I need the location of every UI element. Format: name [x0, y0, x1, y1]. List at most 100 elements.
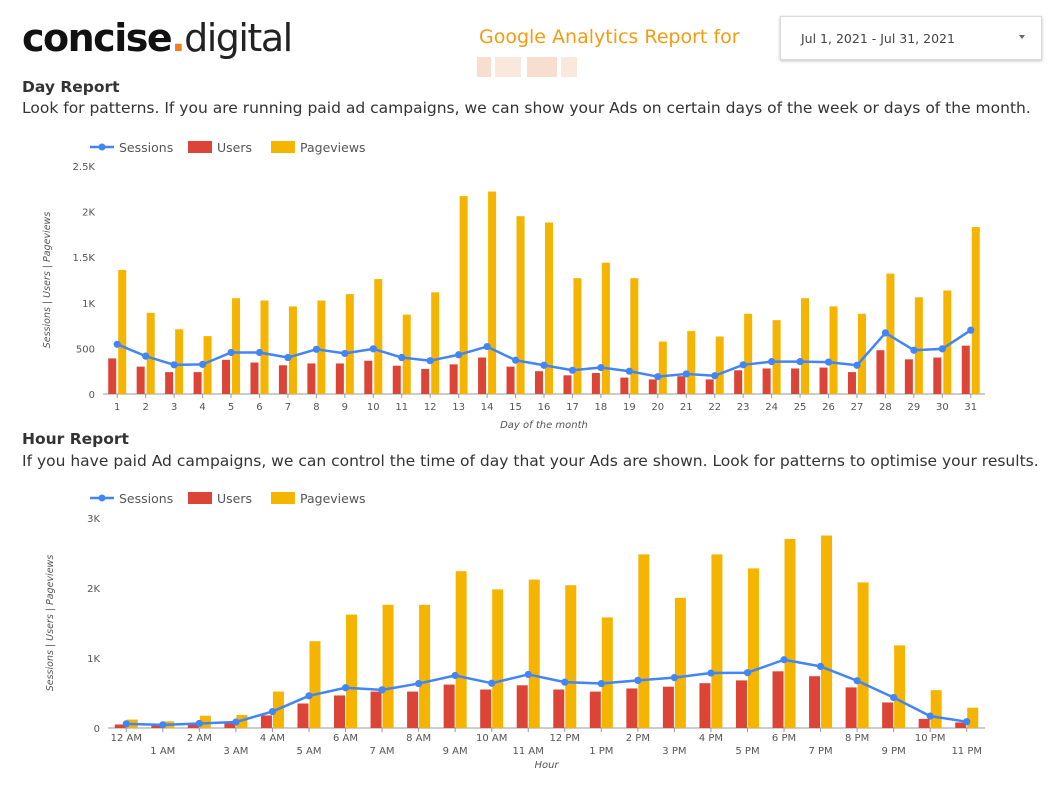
sessions-point-21 — [682, 370, 690, 378]
x-axis-label: Hour — [534, 760, 559, 771]
users-bar-9-am — [443, 684, 455, 728]
x-tick-label-3-am: 3 AM — [223, 746, 248, 757]
sessions-point-7-pm — [816, 662, 825, 670]
x-tick-label-7: 7 — [285, 402, 291, 413]
users-bar-9 — [335, 363, 344, 394]
sessions-point-10-am — [488, 679, 496, 687]
pageviews-bar-3 — [175, 329, 184, 394]
users-bar-4-am — [260, 715, 272, 728]
legend-pageviews-label: Pageviews — [300, 491, 366, 506]
x-tick-label-3-pm: 3 PM — [662, 746, 686, 757]
legend-users-label: Users — [217, 140, 252, 155]
users-bar-4-pm — [699, 683, 711, 728]
pageviews-bar-4 — [203, 336, 212, 394]
sessions-point-4-am — [268, 707, 277, 716]
users-bar-20 — [648, 379, 657, 394]
pageviews-bar-12-pm — [565, 585, 577, 728]
sessions-point-30 — [938, 345, 946, 353]
sessions-point-26 — [824, 358, 833, 366]
x-tick-label-8: 8 — [313, 402, 319, 413]
users-bar-13 — [449, 364, 458, 394]
sessions-point-27 — [853, 361, 861, 369]
x-tick-label-13: 13 — [452, 402, 465, 413]
dropdown-caret-icon — [1019, 35, 1025, 39]
users-bar-2-am — [187, 724, 199, 728]
logo-bold-text: concise — [22, 16, 173, 60]
x-tick-label-17: 17 — [566, 402, 579, 413]
y-tick-label: 1K — [82, 299, 95, 310]
users-bar-12-pm — [553, 689, 565, 728]
x-tick-label-12-pm: 12 PM — [549, 733, 580, 744]
users-bar-24 — [762, 368, 771, 394]
users-bar-9-pm — [882, 702, 894, 728]
users-bar-5-pm — [735, 680, 747, 728]
pageviews-bar-16 — [545, 222, 553, 394]
x-tick-label-5-pm: 5 PM — [735, 746, 759, 757]
users-bar-30 — [933, 357, 942, 394]
x-tick-label-28: 28 — [879, 402, 892, 413]
pageviews-bar-14 — [488, 191, 497, 394]
y-axis-label: Sessions | Users | Pageviews — [42, 212, 53, 349]
users-bar-7-am — [370, 691, 382, 728]
users-bar-16 — [535, 371, 543, 394]
x-tick-label-3: 3 — [171, 402, 177, 413]
pageviews-bar-8 — [317, 300, 326, 394]
sessions-point-8-am — [415, 679, 423, 688]
x-tick-label-19: 19 — [623, 402, 636, 413]
users-bar-6 — [250, 362, 259, 394]
legend-sessions-label: Sessions — [119, 491, 173, 506]
legend-sessions-marker-icon — [98, 494, 106, 502]
x-tick-label-5: 5 — [228, 402, 234, 413]
legend-sessions-marker-icon — [98, 143, 106, 151]
pageviews-bar-11-am — [528, 579, 540, 728]
sessions-line — [126, 658, 967, 727]
sessions-point-29 — [910, 346, 918, 354]
pageviews-bar-20 — [658, 341, 667, 394]
pageviews-bar-2-pm — [638, 554, 650, 728]
users-bar-25 — [791, 368, 800, 394]
pageviews-bar-25 — [801, 298, 810, 394]
pageviews-bar-1 — [118, 269, 127, 394]
x-tick-label-14: 14 — [481, 402, 494, 413]
pageviews-bar-24 — [772, 320, 781, 394]
x-tick-label-1: 1 — [114, 402, 120, 413]
users-bar-23 — [734, 370, 743, 394]
date-range-picker[interactable]: Jul 1, 2021 - Jul 31, 2021 — [780, 16, 1042, 60]
sessions-point-19 — [625, 367, 633, 375]
report-title: Google Analytics Report for — [479, 26, 740, 48]
sessions-point-10 — [369, 345, 377, 353]
y-tick-label: 1K — [87, 654, 100, 665]
y-tick-label: 500 — [76, 344, 95, 355]
pageviews-bar-4-pm — [711, 554, 723, 728]
y-tick-label: 1.5K — [73, 253, 96, 264]
sessions-point-24 — [768, 358, 776, 366]
sessions-point-1-pm — [597, 679, 605, 688]
users-bar-7-pm — [809, 676, 821, 728]
users-bar-11-pm — [955, 722, 967, 728]
sessions-point-25 — [796, 358, 804, 366]
pageviews-bar-23 — [744, 313, 753, 394]
x-tick-label-12-am: 12 AM — [111, 733, 142, 744]
day-report-title: Day Report — [22, 78, 120, 96]
users-bar-10-pm — [918, 718, 930, 728]
hour-report-description: If you have paid Ad campaigns, we can co… — [22, 452, 1039, 470]
redacted-client-name — [477, 57, 577, 77]
sessions-line — [116, 329, 972, 378]
logo-light-text: digital — [184, 16, 293, 60]
sessions-point-13 — [455, 351, 463, 359]
x-tick-label-2-am: 2 AM — [187, 733, 212, 744]
users-bar-31 — [961, 345, 970, 394]
sessions-point-4-pm — [707, 669, 715, 677]
x-tick-label-21: 21 — [680, 402, 693, 413]
x-tick-label-30: 30 — [936, 402, 949, 413]
users-bar-18 — [591, 373, 600, 394]
users-bar-27 — [847, 372, 856, 394]
sessions-point-2 — [142, 352, 150, 360]
sessions-point-4 — [198, 360, 207, 368]
users-bar-1-am — [151, 725, 163, 728]
x-tick-label-4-pm: 4 PM — [699, 733, 723, 744]
x-tick-label-10-pm: 10 PM — [915, 733, 946, 744]
sessions-point-11-pm — [963, 718, 971, 726]
pageviews-bar-1-pm — [601, 617, 613, 728]
sessions-point-3-pm — [670, 674, 678, 682]
